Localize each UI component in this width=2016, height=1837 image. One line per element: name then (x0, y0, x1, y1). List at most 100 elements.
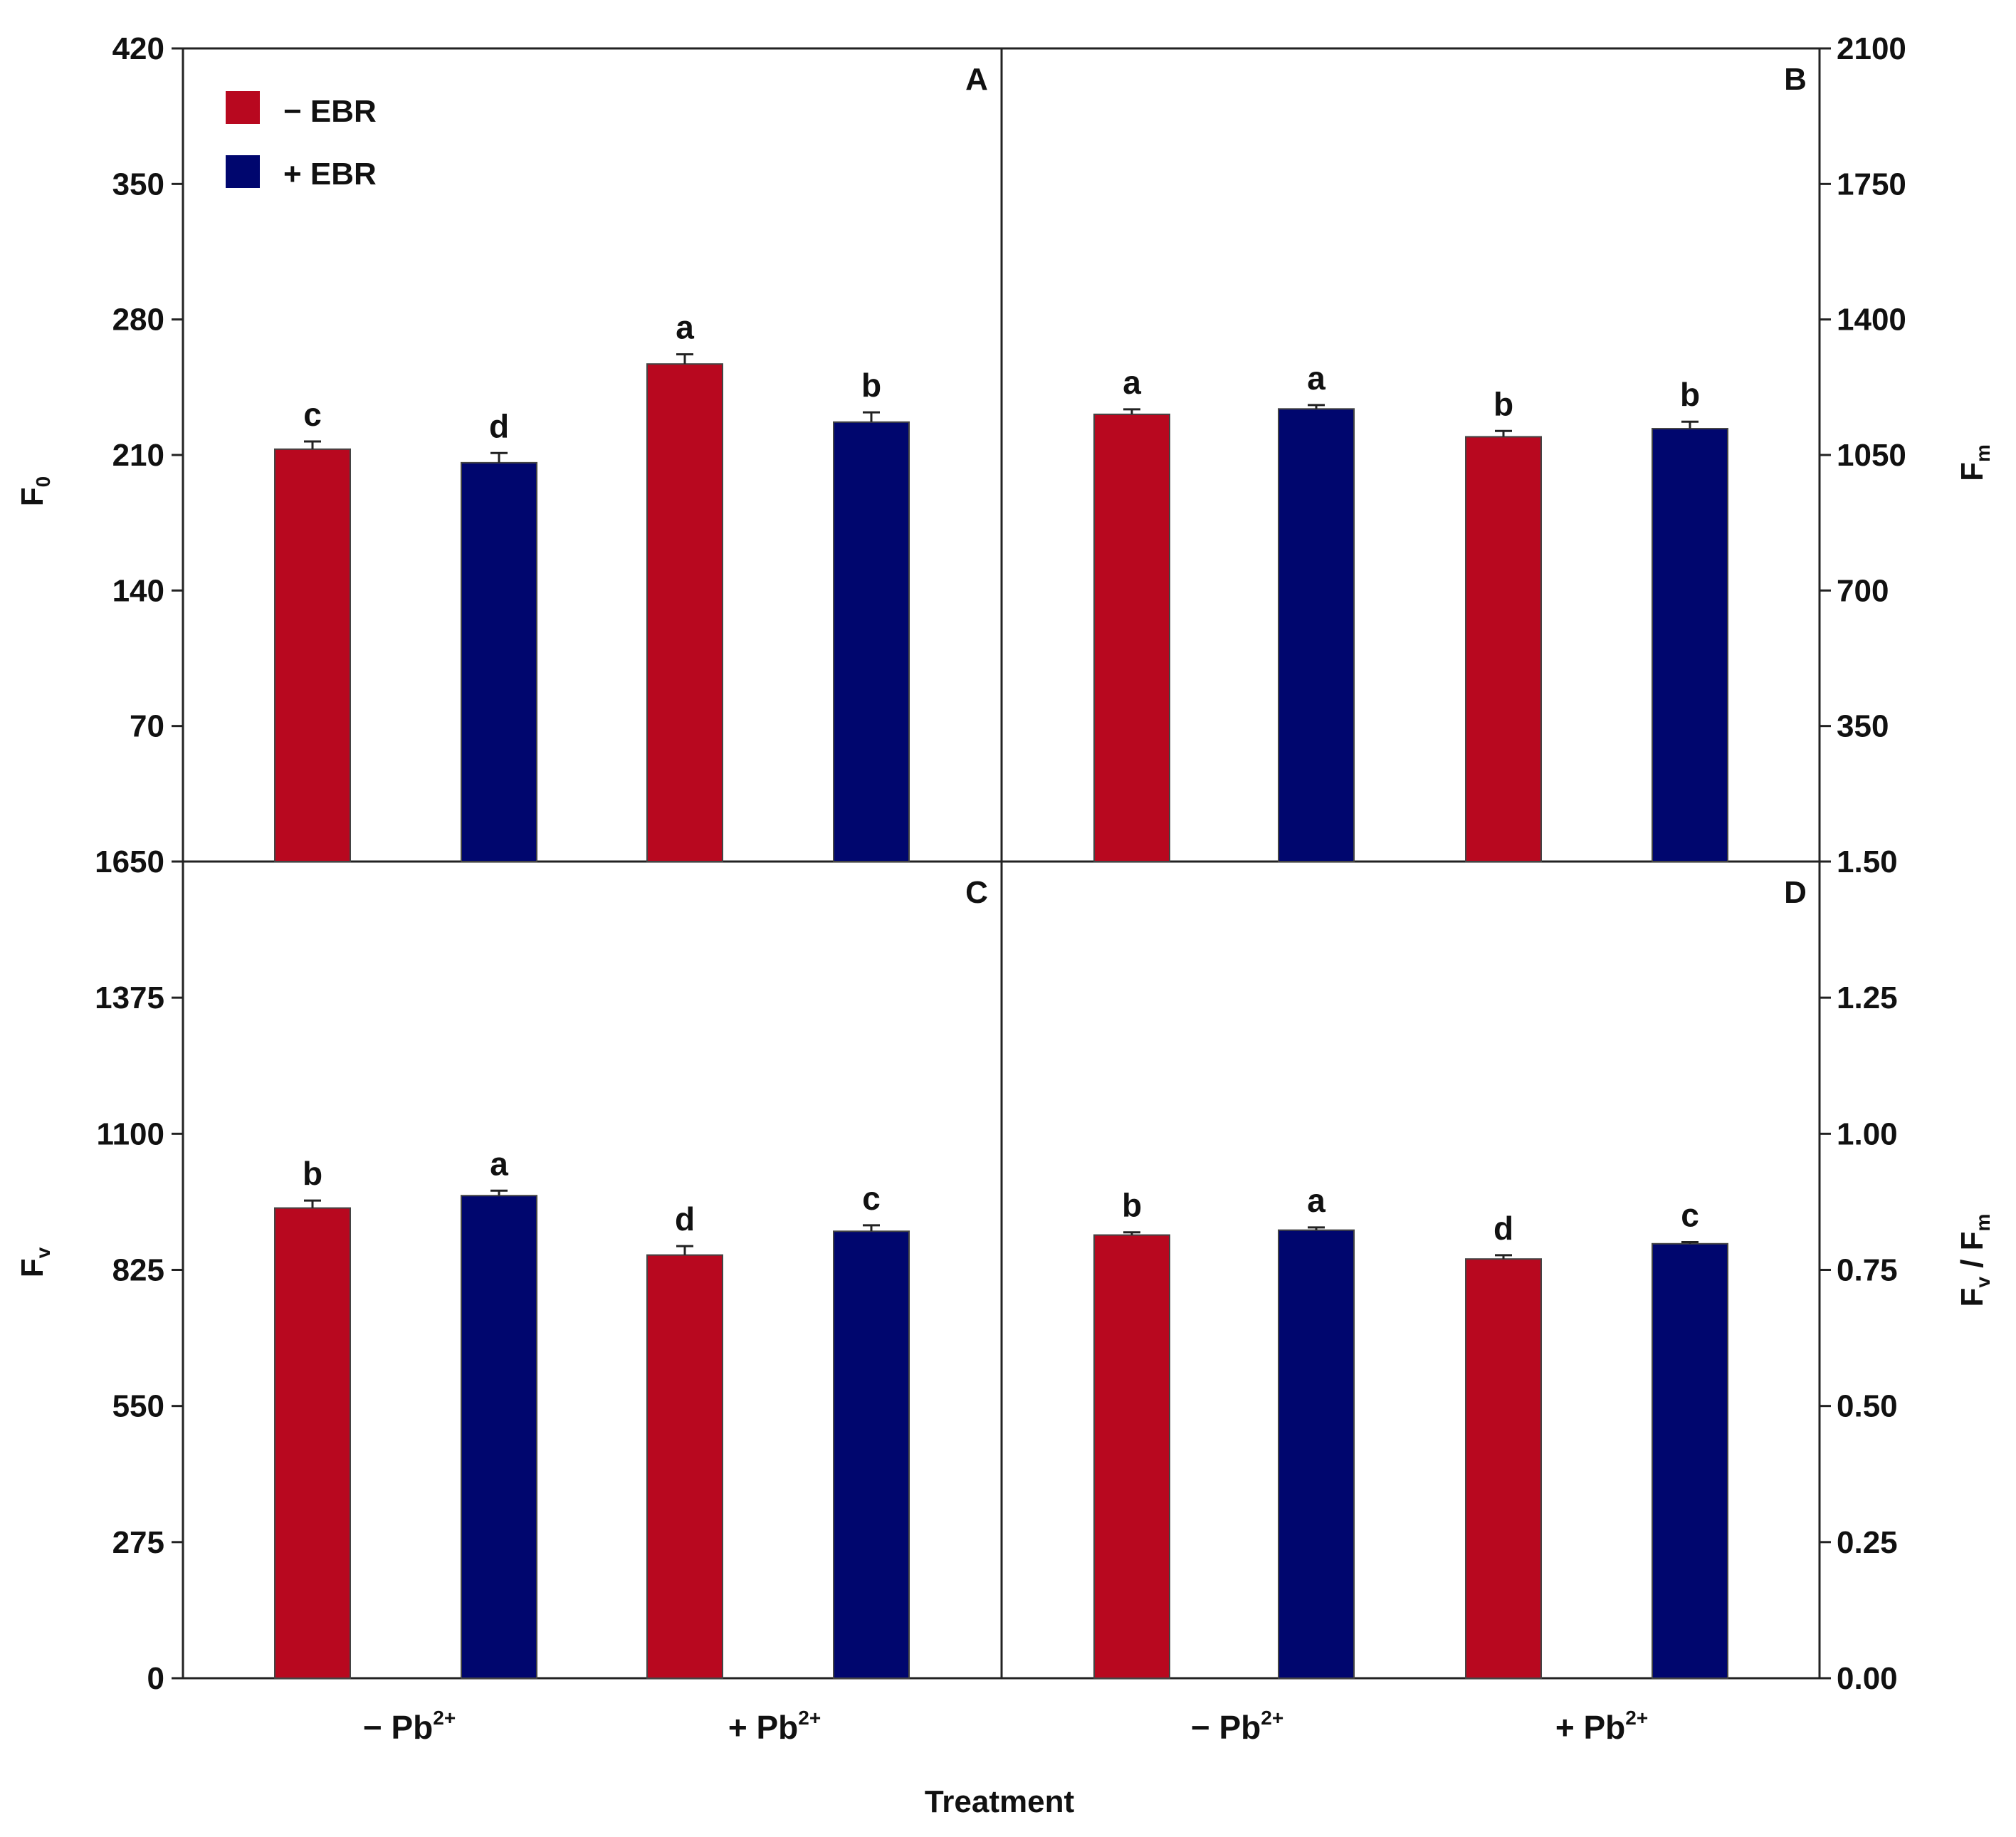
y-title-main: F (15, 1258, 50, 1277)
x-group-label-sup: 2+ (1625, 1707, 1648, 1729)
y-title-sub: m (1972, 444, 1994, 462)
bar-c-plus-ebr-minus-pb (461, 1195, 537, 1679)
x-axis-group-labels: − Pb2+ + Pb2+ − Pb2+ + Pb2+ (363, 1707, 1648, 1746)
bar-b-minus-ebr-plus-pb (1465, 436, 1542, 862)
panel-d-y-tick-label: 1.25 (1837, 980, 1898, 1015)
bar-a-minus-ebr-plus-pb (646, 363, 723, 862)
panel-b-y-tick-label: 2100 (1837, 31, 1906, 66)
panel-c-y-tick-label: 0 (147, 1661, 164, 1696)
panel-a: 420 350 280 210 140 70 Ac a d b F0 (15, 31, 988, 862)
panel-d: 1.50 1.25 1.00 0.75 0.50 0.25 0.00 Db d a c Fv / Fm (1093, 844, 1994, 1696)
bar-c-plus-ebr-plus-pb (833, 1230, 910, 1679)
bar-d-minus-ebr-plus-pb (1465, 1258, 1542, 1679)
bar-c-minus-ebr-minus-pb (274, 1207, 351, 1679)
sig-letter-a: b (861, 367, 881, 404)
bar-c-minus-ebr-plus-pb (646, 1254, 723, 1680)
panel-d-y-axis-title: Fv / Fm (1955, 1214, 1994, 1307)
panel-c: 1650 1375 1100 825 550 275 0 Cb d a c Fv (15, 844, 988, 1696)
panel-c-label: C (965, 875, 988, 910)
panel-d-y-tick-label: 0.00 (1837, 1661, 1898, 1696)
y-title-main: F (1955, 1288, 1990, 1307)
panel-b-y-tick-label: 700 (1837, 573, 1889, 608)
sig-letter-b: a (1307, 360, 1325, 397)
panel-d-y-tick-label: 0.25 (1837, 1525, 1898, 1560)
x-group-label-text: + Pb (1555, 1709, 1625, 1746)
x-group-label-text: − Pb (363, 1709, 433, 1746)
x-group-label-sup: 2+ (1261, 1707, 1283, 1729)
bar-a-plus-ebr-plus-pb (833, 421, 910, 862)
panel-c-y-tick-label: 1650 (95, 844, 164, 879)
x-group-label-sup: 2+ (433, 1707, 456, 1729)
sig-letter-a: d (489, 407, 509, 444)
bar-a-minus-ebr-minus-pb (274, 448, 351, 862)
panel-b-y-axis-title: Fm (1955, 444, 1994, 481)
sig-letter-c: b (303, 1155, 322, 1192)
panel-b-y-tick-label: 1400 (1837, 303, 1906, 337)
panel-c-y-tick-label: 825 (112, 1253, 164, 1288)
sig-letter-b: a (1123, 364, 1141, 401)
x-group-label: + Pb2+ (1555, 1707, 1648, 1746)
x-axis-title: Treatment (925, 1784, 1075, 1819)
chart-layer: 42035028021014070AcadbF02100175014001050… (15, 31, 1994, 1746)
sig-letter-a: c (303, 396, 322, 433)
panel-a-y-axis-title: F0 (15, 476, 54, 506)
sig-letter-b: b (1680, 376, 1700, 413)
x-group-label-sup: 2+ (798, 1707, 821, 1729)
legend-swatch-minus-ebr (226, 91, 260, 124)
panel-b: 2100 1750 1400 1050 700 350 Ba b a b Fm (1093, 31, 1994, 862)
x-group-label: − Pb2+ (1191, 1707, 1283, 1746)
panel-d-y-tick-label: 0.75 (1837, 1253, 1898, 1288)
legend-swatch-plus-ebr (226, 155, 260, 188)
panel-d-y-tick-label: 0.50 (1837, 1389, 1898, 1424)
panel-a-label: A (965, 62, 988, 97)
sig-letter-d: c (1681, 1197, 1699, 1234)
panel-frames (182, 47, 1821, 1680)
panel-b-y-tick-label: 1750 (1837, 167, 1906, 202)
bar-a-plus-ebr-minus-pb (461, 461, 537, 862)
y-title-mid: / F (1955, 1231, 1990, 1277)
panel-c-y-tick-label: 1375 (95, 980, 164, 1015)
panel-b-y-tick-label: 1050 (1837, 438, 1906, 473)
sig-letter-c: d (675, 1200, 695, 1237)
x-group-label-text: − Pb (1191, 1709, 1261, 1746)
panel-c-y-tick-label: 550 (112, 1389, 164, 1424)
bar-b-plus-ebr-plus-pb (1652, 428, 1728, 862)
panel-c-y-tick-label: 1100 (97, 1116, 164, 1151)
y-title-sub: 0 (32, 476, 54, 488)
sig-letter-a: a (676, 309, 694, 346)
bar-d-minus-ebr-minus-pb (1093, 1234, 1170, 1679)
legend-label-minus-ebr: − EBR (283, 94, 377, 129)
panel-c-y-tick-label: 275 (112, 1525, 164, 1560)
panel-c-y-axis-title: Fv (15, 1247, 54, 1277)
sig-letter-d: d (1493, 1210, 1513, 1247)
y-title-sub: v (1972, 1277, 1994, 1288)
bar-b-plus-ebr-minus-pb (1278, 408, 1355, 862)
panel-a-y-tick-label: 70 (130, 709, 164, 744)
sig-letter-b: b (1493, 385, 1513, 422)
panel-b-y-tick-label: 350 (1837, 709, 1889, 744)
panel-a-y-tick-label: 210 (112, 438, 164, 473)
sig-letter-c: c (862, 1180, 881, 1217)
bar-b-minus-ebr-minus-pb (1093, 413, 1170, 862)
panel-a-y-tick-label: 280 (112, 303, 164, 337)
panel-d-y-tick-label: 1.00 (1837, 1116, 1898, 1151)
legend-label-plus-ebr: + EBR (283, 157, 377, 192)
sig-letter-d: b (1122, 1187, 1142, 1224)
panel-a-y-tick-label: 140 (112, 573, 164, 608)
panel-a-y-tick-label: 420 (112, 31, 164, 66)
y-title-sub: m (1972, 1214, 1994, 1232)
panel-d-label: D (1784, 875, 1807, 910)
y-title-main: F (15, 487, 50, 506)
panel-a-y-tick-label: 350 (112, 167, 164, 202)
x-group-label: − Pb2+ (363, 1707, 456, 1746)
y-title-main: F (1955, 462, 1990, 481)
legend: − EBR + EBR (226, 91, 377, 192)
sig-letter-d: a (1307, 1182, 1325, 1219)
x-group-label: + Pb2+ (728, 1707, 821, 1746)
bar-d-plus-ebr-minus-pb (1278, 1229, 1355, 1679)
panel-d-y-tick-label: 1.50 (1837, 844, 1898, 879)
bar-d-plus-ebr-plus-pb (1652, 1242, 1728, 1679)
x-group-label-text: + Pb (728, 1709, 798, 1746)
panel-b-label: B (1784, 62, 1807, 97)
